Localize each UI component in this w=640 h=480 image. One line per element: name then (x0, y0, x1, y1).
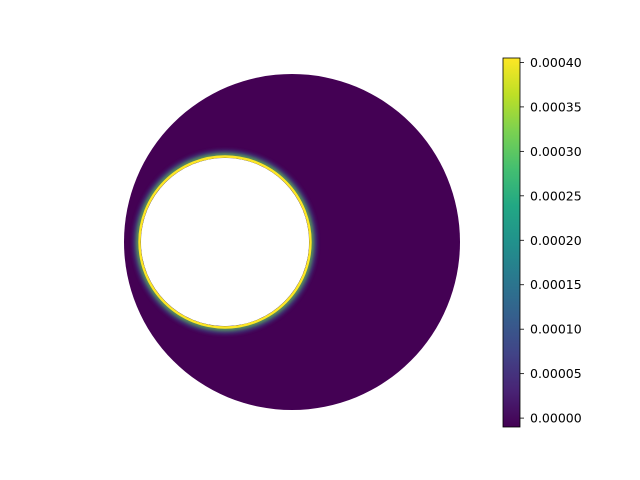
colorbar-ticks: 0.00000 0.00005 0.00010 0.00015 0.00020 0.000… (520, 55, 582, 426)
annulus-field (124, 74, 460, 410)
colorbar-gradient (502, 57, 521, 428)
hole-boundary-glow (132, 149, 318, 335)
colorbar-tick-label: 0.00020 (530, 233, 582, 248)
colorbar-tick-label: 0.00035 (530, 99, 582, 114)
colorbar-tick-label: 0.00040 (530, 55, 582, 70)
colorbar-tick-label: 0.00000 (530, 411, 582, 426)
colorbar-tick-label: 0.00030 (530, 144, 582, 159)
colorbar: 0.00000 0.00005 0.00010 0.00015 0.00020 0.000… (502, 55, 582, 428)
colorbar-tick-label: 0.00005 (530, 366, 582, 381)
hole (141, 158, 309, 326)
colorbar-tick-label: 0.00010 (530, 322, 582, 337)
colorbar-tick-label: 0.00015 (530, 277, 582, 292)
colorbar-tick-label: 0.00025 (530, 188, 582, 203)
